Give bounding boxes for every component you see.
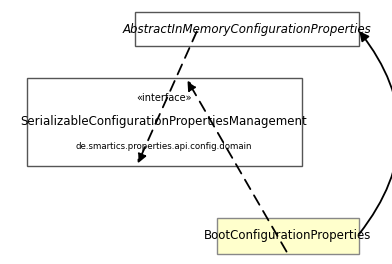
Text: SerializableConfigurationPropertiesManagement: SerializableConfigurationPropertiesManag… <box>21 116 307 129</box>
Text: BootConfigurationProperties: BootConfigurationProperties <box>204 229 372 243</box>
Text: AbstractInMemoryConfigurationProperties: AbstractInMemoryConfigurationProperties <box>123 22 372 35</box>
Text: de.smartics.properties.api.config.domain: de.smartics.properties.api.config.domain <box>76 142 252 151</box>
FancyBboxPatch shape <box>135 12 359 46</box>
FancyBboxPatch shape <box>216 218 359 254</box>
FancyBboxPatch shape <box>27 78 301 166</box>
Text: «interface»: «interface» <box>136 93 192 103</box>
